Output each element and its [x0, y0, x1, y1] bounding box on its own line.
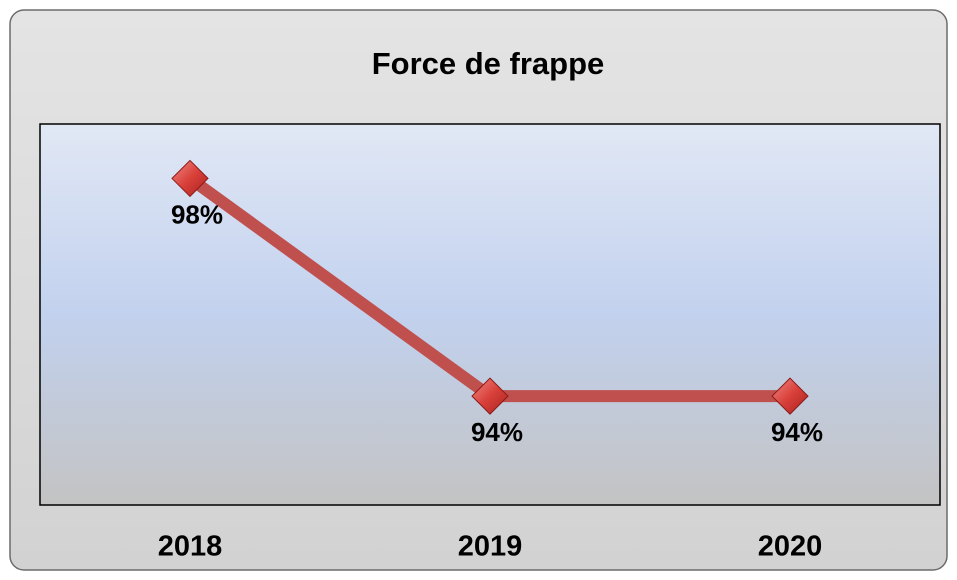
x-tick-label: 2019 [458, 531, 523, 563]
chart-title: Force de frappe [372, 46, 605, 81]
data-label: 94% [771, 417, 823, 447]
data-label: 94% [471, 417, 523, 447]
marker [771, 377, 809, 415]
x-tick-label: 2018 [158, 531, 223, 563]
marker [471, 377, 509, 415]
marker [171, 159, 209, 198]
data-label: 98% [171, 199, 223, 229]
x-tick-label: 2020 [758, 531, 823, 563]
